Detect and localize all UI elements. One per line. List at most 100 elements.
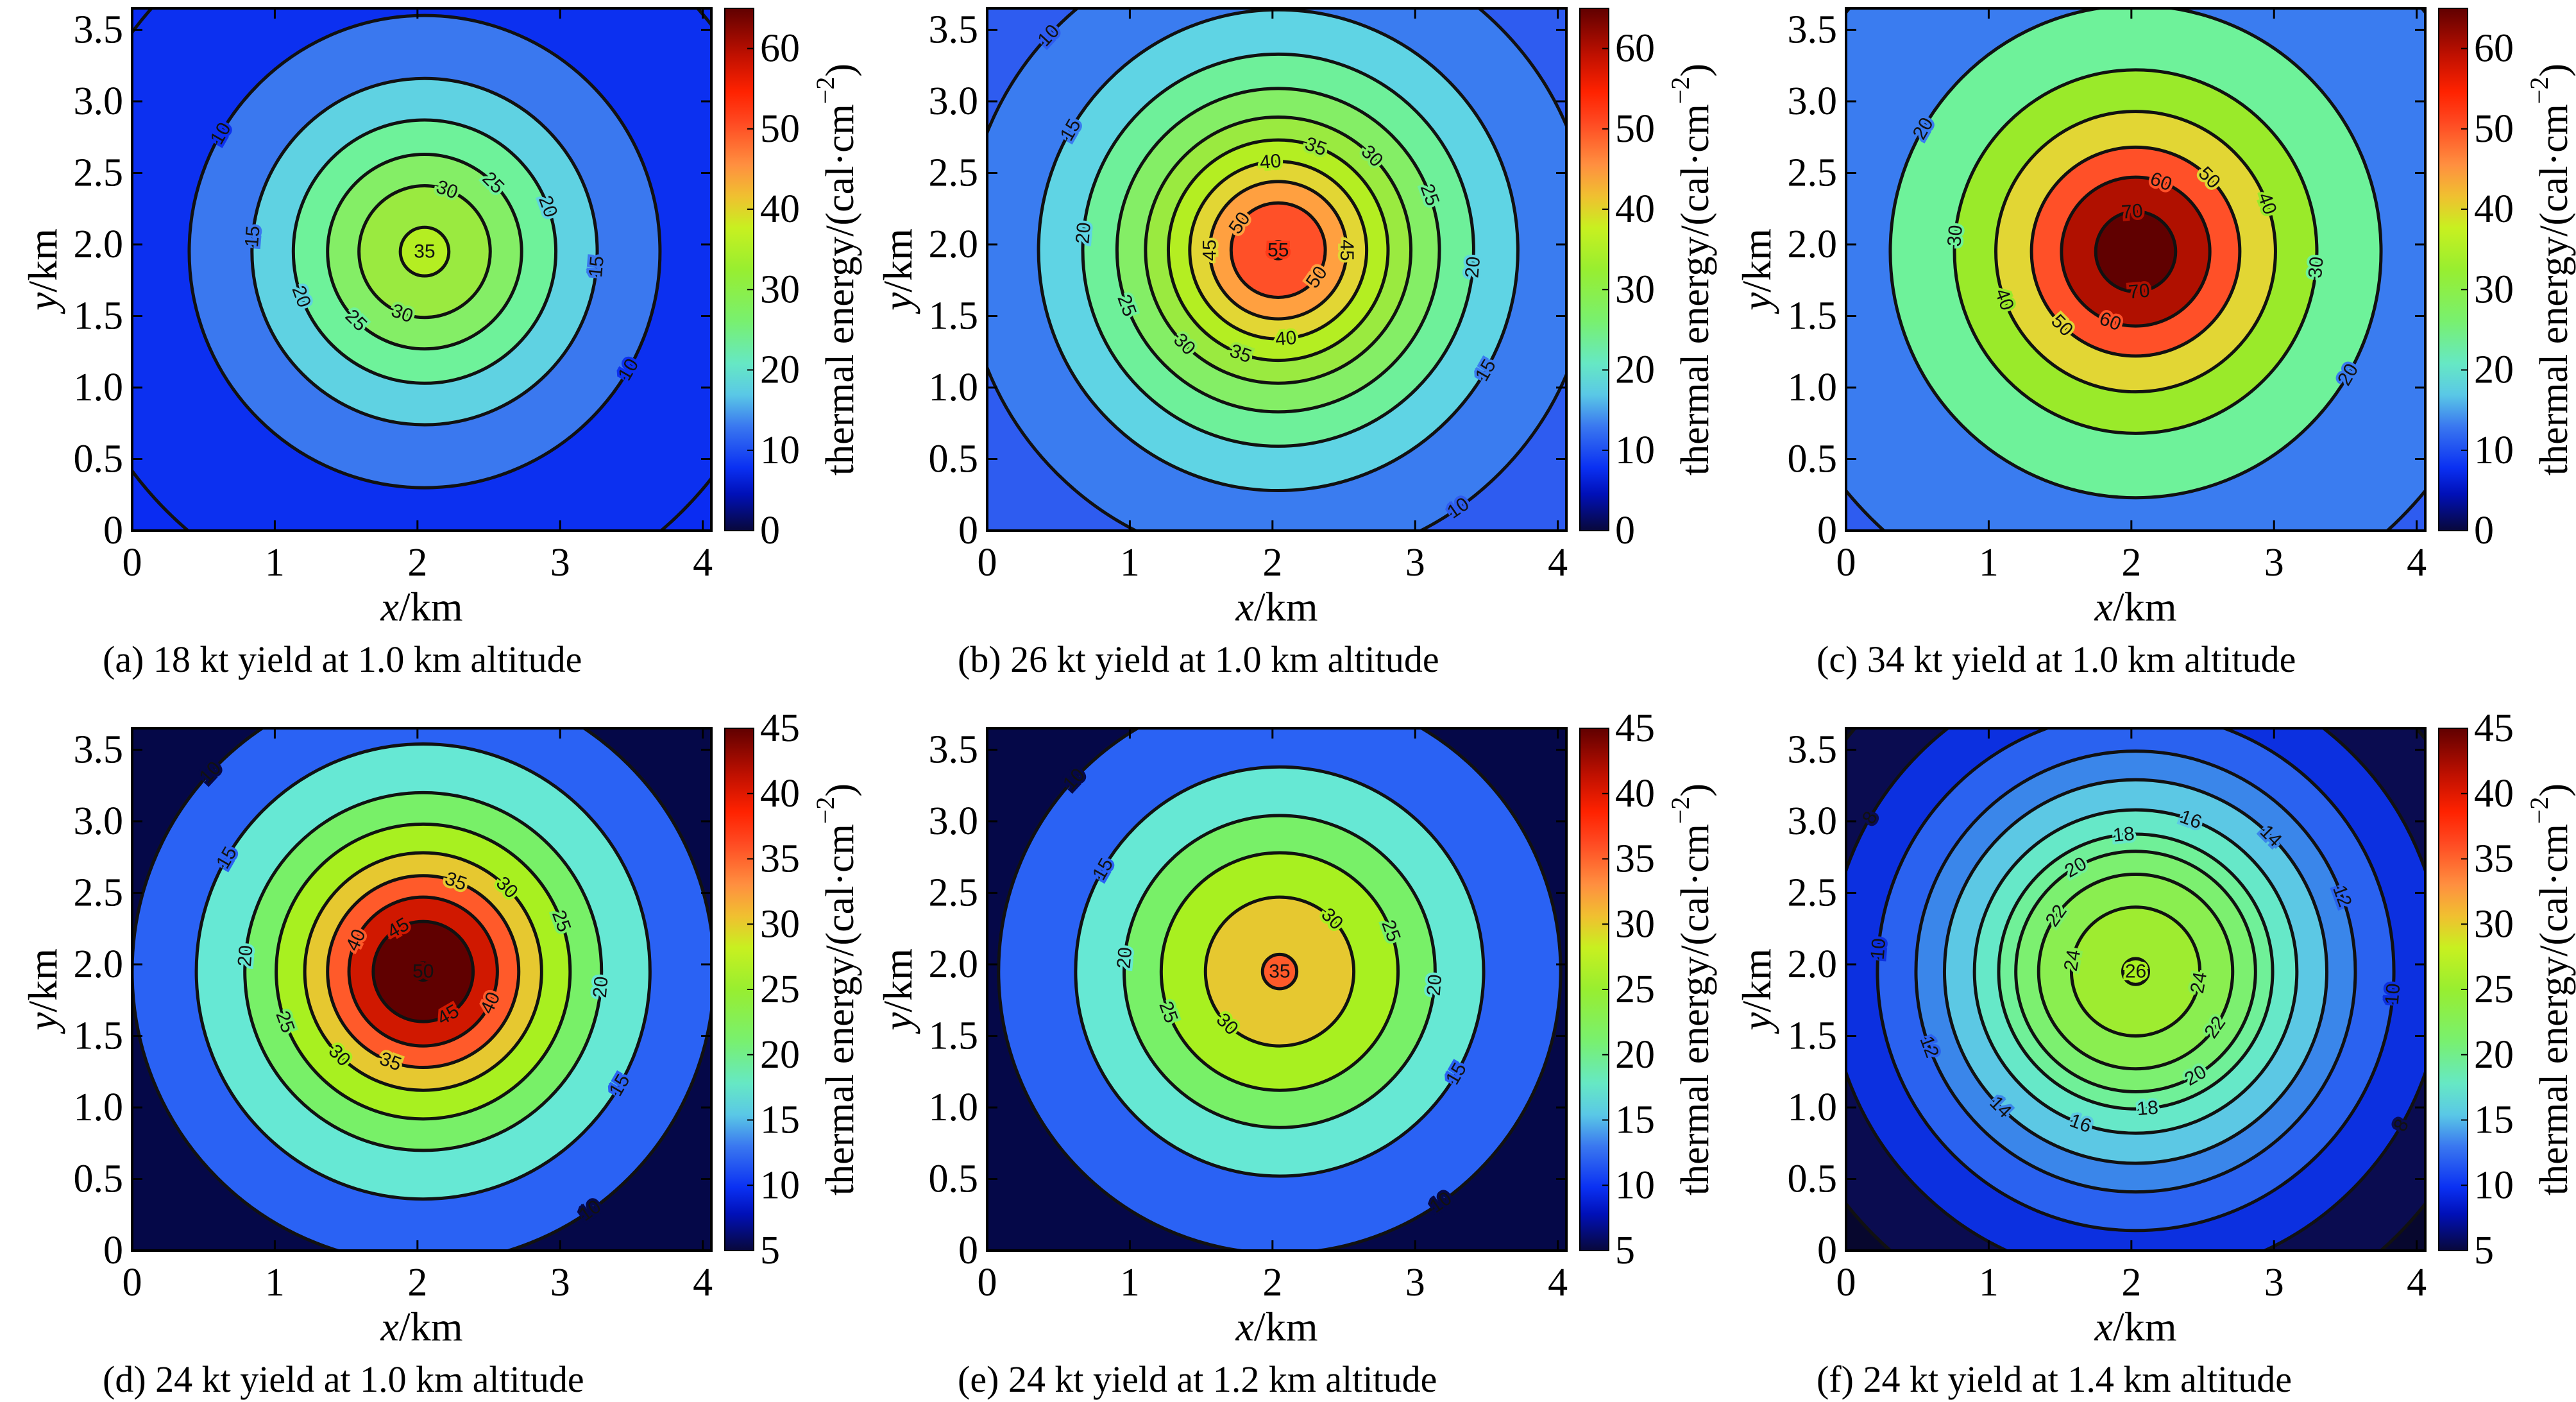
colorbar-tick-label: 30 [1615,268,1655,311]
colorbar-tick-label: 25 [1615,968,1655,1011]
contour-line-25 [275,822,572,1121]
y-tick-label: 0 [958,509,978,552]
x-tick-label: 2 [2121,541,2141,585]
contour-label: 10 [2382,982,2405,1005]
plot-frame [1845,7,2427,532]
plot-frame [986,727,1568,1252]
contour-label: 20 [234,945,257,968]
y-tick-label: 2.5 [74,151,124,194]
x-tick-label: 2 [407,541,427,585]
contour-plot-area [987,8,1566,531]
x-tick-label: 0 [1836,541,1856,585]
y-tick-label: 2.5 [1788,151,1838,194]
contour-label: 15 [241,225,264,248]
y-tick-label: 1.0 [929,1086,979,1129]
colorbar-label-end: ) [1674,783,1717,797]
contour-line-70 [2094,210,2178,294]
colorbar [724,728,754,1251]
contour-line-30 [1203,895,1356,1048]
plot-frame [131,727,713,1252]
contour-label: 20 [1423,973,1446,996]
y-tick-label: 2.5 [1788,871,1838,914]
x-tick-label: 2 [1262,541,1282,585]
colorbar-tick-label: 45 [760,706,800,750]
y-axis-label-var: y [1734,292,1779,314]
y-tick-label: 2.5 [929,151,979,194]
colorbar-tick-label: 5 [1615,1229,1635,1272]
colorbar-tick-label: 40 [760,772,800,816]
contour-line-50 [1229,201,1327,299]
y-axis-label-var: y [1734,1012,1779,1034]
y-tick-label: 3.0 [74,799,124,843]
colorbar-tick-label: 45 [1615,706,1655,750]
colorbar-tick-label: 30 [1615,902,1655,946]
y-axis-label-unit: /km [1734,228,1779,293]
colorbar-tick-label: 0 [760,509,780,552]
colorbar-tick-label: 0 [2474,509,2494,552]
y-tick-label: 3.5 [929,8,979,51]
plot-frame [986,7,1568,532]
contour-label: 15 [585,255,608,278]
x-axis-label-var: x [1235,584,1254,629]
x-axis-label: x/km [2094,584,2177,629]
x-axis-label-unit: /km [399,1304,463,1349]
y-tick-label: 1.0 [74,366,124,409]
plot-frame [131,7,713,532]
colorbar-tick-label: 0 [1615,509,1635,552]
contour-line-50 [2029,145,2242,358]
colorbar-label-main: thermal energy/(cal·cm [1674,824,1717,1195]
colorbar-label: thermal energy/(cal·cm−2) [811,64,863,475]
x-axis-label-unit: /km [399,584,463,629]
contour-line-15 [194,742,652,1201]
contour-line-30 [357,184,492,320]
x-tick-label: 1 [1120,541,1140,585]
y-tick-label: 3.0 [1788,80,1838,123]
x-tick-label: 4 [693,541,713,585]
x-tick-label: 3 [550,1261,570,1304]
colorbar-tick-label: 20 [760,348,800,392]
plot-frame [1845,727,2427,1252]
contour-line-20 [2014,850,2257,1093]
contour-plot-area [1846,728,2425,1251]
panel-caption: (a) 18 kt yield at 1.0 km altitude [103,638,582,680]
colorbar [1579,8,1609,531]
y-axis-label-unit: /km [20,228,65,293]
y-tick-label: 2.0 [1788,223,1838,266]
panel-caption: (e) 24 kt yield at 1.2 km altitude [958,1358,1437,1400]
colorbar-tick-label: 45 [2474,706,2514,750]
colorbar-tick-label: 60 [760,27,800,71]
colorbar-tick-label: 15 [760,1099,800,1142]
y-tick-label: 3.0 [929,80,979,123]
contour-line-20 [1888,8,2383,500]
contour-label: 20 [1072,221,1095,244]
contour-label: 35 [1269,961,1290,982]
colorbar-tick-label: 40 [2474,187,2514,231]
y-tick-label: 0 [1817,509,1837,552]
y-tick-label: 1.5 [1788,1014,1838,1057]
colorbar-tick-label: 5 [760,1229,780,1272]
contour-label: 20 [1461,255,1484,278]
y-tick-label: 1.0 [1788,366,1838,409]
x-tick-label: 0 [978,541,997,585]
x-tick-label: 3 [2264,541,2284,585]
contour-line-35 [1260,952,1299,991]
colorbar-label: thermal energy/(cal·cm−2) [1666,64,1718,475]
contour-label: 40 [1275,327,1298,350]
contour-band-35 [400,227,449,277]
contour-plot-area [132,8,711,531]
contour-label: 40 [1259,150,1282,173]
x-axis-label-var: x [2094,584,2113,629]
colorbar-tick-label: 20 [1615,1033,1655,1077]
contour-line-20 [291,118,558,385]
y-axis-label-var: y [20,292,65,314]
y-tick-label: 0.5 [74,437,124,481]
x-axis-label-unit: /km [1254,1304,1318,1349]
y-tick-label: 3.5 [74,728,124,771]
contour-line-25 [1115,87,1441,414]
y-axis-label: y/km [1734,948,1779,1034]
colorbar-tick-label: 20 [1615,348,1655,392]
contour-label: 24 [2060,948,2085,973]
y-tick-label: 2.0 [929,943,979,986]
colorbar-tick-label: 10 [1615,1163,1655,1207]
